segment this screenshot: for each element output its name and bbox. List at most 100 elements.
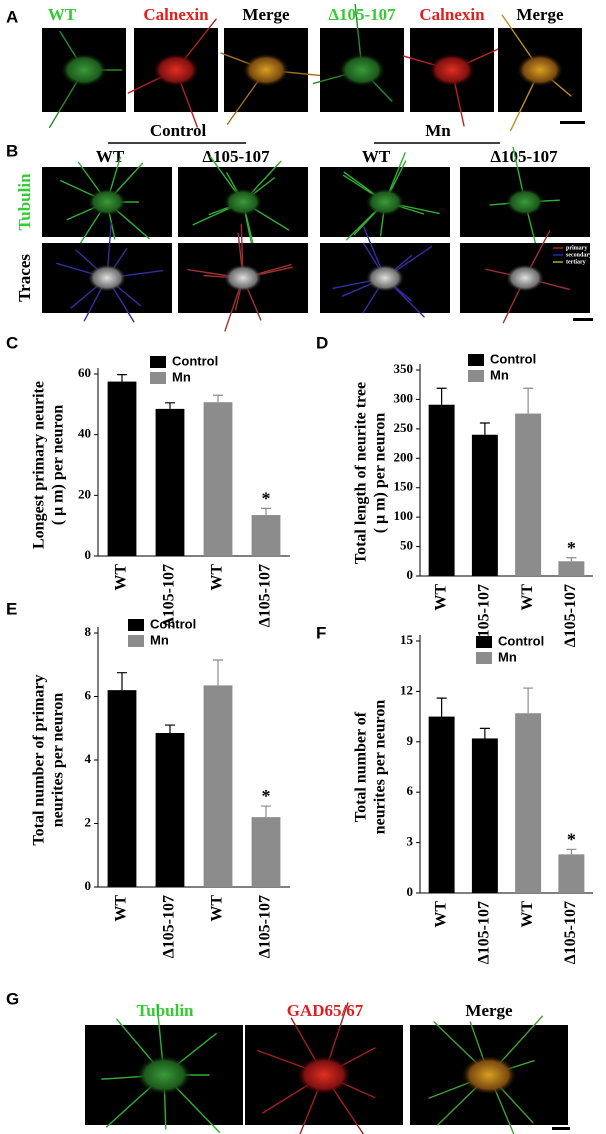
significance-mark: *	[567, 829, 576, 849]
soma	[428, 53, 476, 87]
micrograph	[42, 222, 172, 323]
y-tick-label: 3	[407, 834, 414, 849]
y-tick-label: 250	[394, 420, 414, 435]
y-tick-label: 200	[394, 449, 414, 464]
y-tick-label: 300	[394, 390, 414, 405]
soma	[338, 53, 386, 87]
micrograph	[410, 1015, 568, 1134]
bar	[428, 404, 455, 576]
soma	[242, 53, 290, 87]
y-axis-label: Total number of primary	[31, 674, 48, 845]
x-tick-label: WT	[113, 564, 130, 591]
panel-label: E	[6, 599, 17, 618]
y-tick-label: 0	[85, 878, 92, 893]
y-tick-label: 15	[400, 632, 414, 647]
x-tick-label: Δ105-107	[476, 584, 493, 647]
scale-bar	[573, 318, 593, 321]
bar	[155, 408, 185, 556]
bar	[107, 690, 137, 887]
image-header: GAD65/67	[287, 1001, 364, 1020]
image-header: WT	[48, 5, 77, 24]
x-tick-label: WT	[432, 584, 449, 611]
error-bar	[213, 394, 223, 403]
error-bar	[261, 805, 271, 818]
image-header: Merge	[516, 5, 564, 24]
significance-mark: *	[262, 786, 271, 806]
soma	[87, 188, 127, 216]
row-header: Traces	[15, 254, 34, 302]
y-tick-label: 100	[394, 508, 414, 523]
y-tick-label: 20	[78, 486, 91, 501]
y-axis-label: ( μ m) per neuron	[372, 413, 389, 534]
x-tick-label: Δ105-107	[257, 895, 274, 958]
column-header: Δ105-107	[202, 147, 270, 166]
x-tick-label: Δ105-107	[257, 564, 274, 627]
y-tick-label: 8	[85, 624, 92, 639]
micrograph	[245, 1002, 403, 1134]
error-bar	[523, 687, 534, 714]
error-bar	[165, 402, 175, 409]
error-bar	[165, 724, 175, 734]
error-bar	[117, 672, 127, 691]
bar	[471, 738, 498, 893]
x-tick-label: Δ105-107	[562, 584, 579, 647]
soma	[296, 1055, 352, 1095]
legend-label: Mn	[172, 369, 191, 384]
legend-swatch	[476, 636, 492, 648]
soma	[136, 1055, 192, 1095]
legend-label: Control	[490, 351, 536, 366]
y-tick-label: 50	[400, 538, 413, 553]
bar	[155, 733, 185, 887]
y-tick-label: 350	[394, 361, 414, 376]
y-tick-label: 60	[78, 365, 91, 380]
image-header: Merge	[465, 1001, 513, 1020]
scale-bar	[552, 1127, 570, 1130]
micrograph	[402, 28, 510, 127]
image-header: Calnexin	[419, 5, 485, 24]
legend-label: secondary	[566, 252, 592, 258]
soma	[516, 53, 564, 87]
y-tick-label: 12	[400, 682, 413, 697]
micrograph	[127, 18, 218, 128]
panel-label: D	[316, 333, 328, 352]
y-tick-label: 4	[85, 751, 92, 766]
image-header: Δ105-107	[328, 5, 396, 24]
panel-label: A	[6, 7, 18, 26]
bar	[203, 685, 233, 887]
bar	[558, 561, 585, 576]
x-tick-label: Δ105-107	[161, 564, 178, 627]
significance-mark: *	[262, 489, 271, 509]
soma	[505, 188, 545, 216]
x-tick-label: WT	[519, 584, 536, 611]
error-bar	[436, 697, 447, 717]
legend-label: tertiary	[566, 259, 586, 265]
y-axis-label: Total length of neurite tree	[353, 382, 370, 564]
micrograph	[178, 223, 308, 332]
micrograph	[220, 28, 331, 125]
y-tick-label: 0	[85, 547, 92, 562]
micrograph	[85, 1005, 243, 1133]
soma	[365, 188, 405, 216]
soma	[505, 264, 545, 292]
column-header: Δ105-107	[490, 147, 558, 166]
scale-bar	[560, 121, 585, 124]
y-tick-label: 40	[78, 426, 91, 441]
legend-label: Mn	[490, 367, 509, 382]
panel-label: C	[6, 333, 18, 352]
x-tick-label: WT	[209, 564, 226, 591]
bar	[203, 402, 233, 556]
micrograph	[178, 155, 308, 254]
x-tick-label: Δ105-107	[562, 901, 579, 964]
y-tick-label: 6	[85, 687, 92, 702]
error-bar	[213, 659, 223, 686]
column-header: WT	[96, 147, 125, 166]
y-tick-label: 2	[85, 814, 92, 829]
row-header: Tubulin	[15, 173, 34, 231]
soma	[152, 53, 200, 87]
panel-label: B	[6, 141, 18, 160]
soma	[223, 264, 263, 292]
bar	[428, 716, 455, 893]
y-axis-label: Longest primary neurite	[31, 381, 48, 549]
legend-swatch	[468, 370, 484, 382]
